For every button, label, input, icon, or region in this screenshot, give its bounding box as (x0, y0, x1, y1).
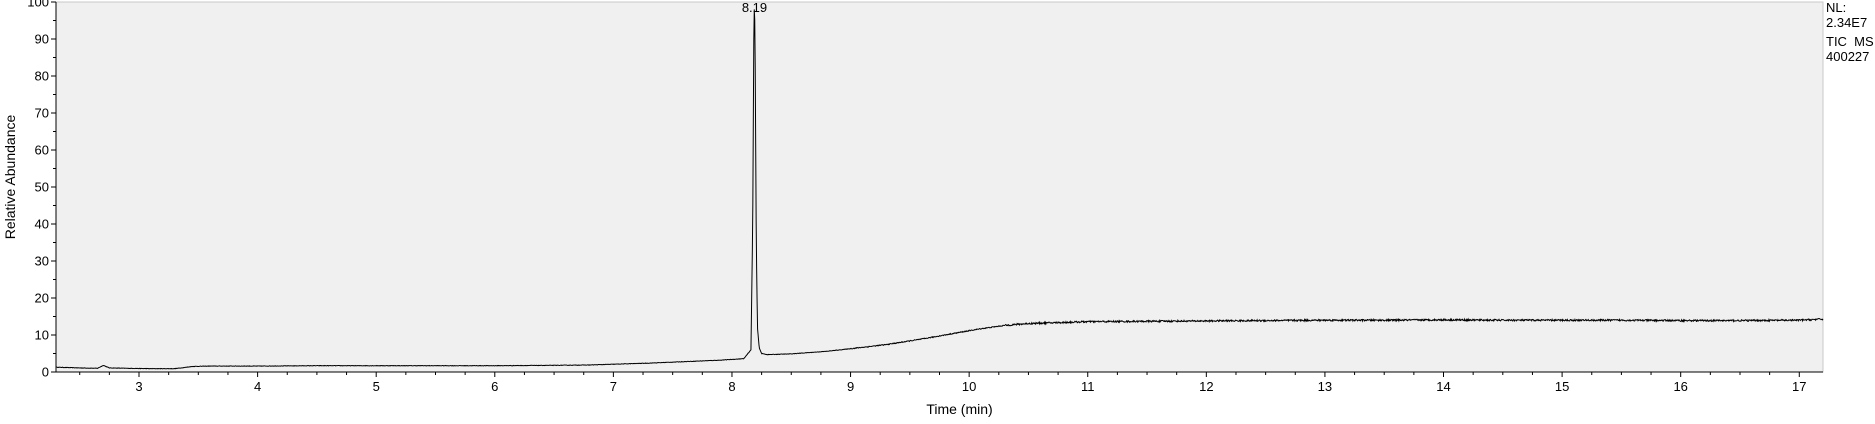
info-scan-type: TIC MS (1826, 34, 1874, 49)
y-tick-label: 90 (35, 32, 49, 47)
x-tick-label: 3 (135, 379, 142, 394)
axes (55, 2, 1823, 373)
x-tick-label: 5 (373, 379, 380, 394)
y-axis-title: Relative Abundance (2, 115, 18, 240)
info-sample-id: 400227 (1826, 49, 1869, 64)
y-tick-label: 70 (35, 106, 49, 121)
tick-labels: 0 10 20 30 40 50 60 70 80 90 100 3 4 5 6 7 8 9 10 11 12 13 14 1… (27, 0, 1806, 394)
x-tick-label: 17 (1792, 379, 1806, 394)
x-tick-label: 12 (1199, 379, 1213, 394)
y-tick-label: 30 (35, 254, 49, 269)
x-tick-label: 9 (847, 379, 854, 394)
x-tick-label: 8 (728, 379, 735, 394)
x-tick-label: 15 (1555, 379, 1569, 394)
peak-label-annotation: 8.19 (742, 0, 767, 15)
x-tick-label: 10 (962, 379, 976, 394)
x-tick-label: 7 (610, 379, 617, 394)
y-tick-label: 0 (42, 365, 49, 380)
series-line-tic (55, 9, 1824, 370)
plot-area-background (55, 1, 1824, 373)
y-tick-label: 100 (27, 0, 49, 10)
x-tick-label: 4 (254, 379, 261, 394)
info-nl-value: 2.34E7 (1826, 15, 1867, 30)
x-tick-label: 14 (1436, 379, 1450, 394)
y-tick-label: 40 (35, 217, 49, 232)
x-tick-label: 6 (491, 379, 498, 394)
x-tick-label: 11 (1081, 379, 1095, 394)
x-tick-label: 16 (1673, 379, 1687, 394)
y-tick-label: 50 (35, 180, 49, 195)
y-tick-label: 20 (35, 291, 49, 306)
x-axis-title: Time (min) (926, 401, 992, 417)
y-tick-label: 80 (35, 69, 49, 84)
info-block: NL: 2.34E7 TIC MS 400227 (1826, 0, 1874, 64)
x-tick-label: 13 (1318, 379, 1332, 394)
y-tick-label: 10 (35, 328, 49, 343)
y-tick-label: 60 (35, 143, 49, 158)
info-nl-label: NL: (1826, 0, 1846, 15)
